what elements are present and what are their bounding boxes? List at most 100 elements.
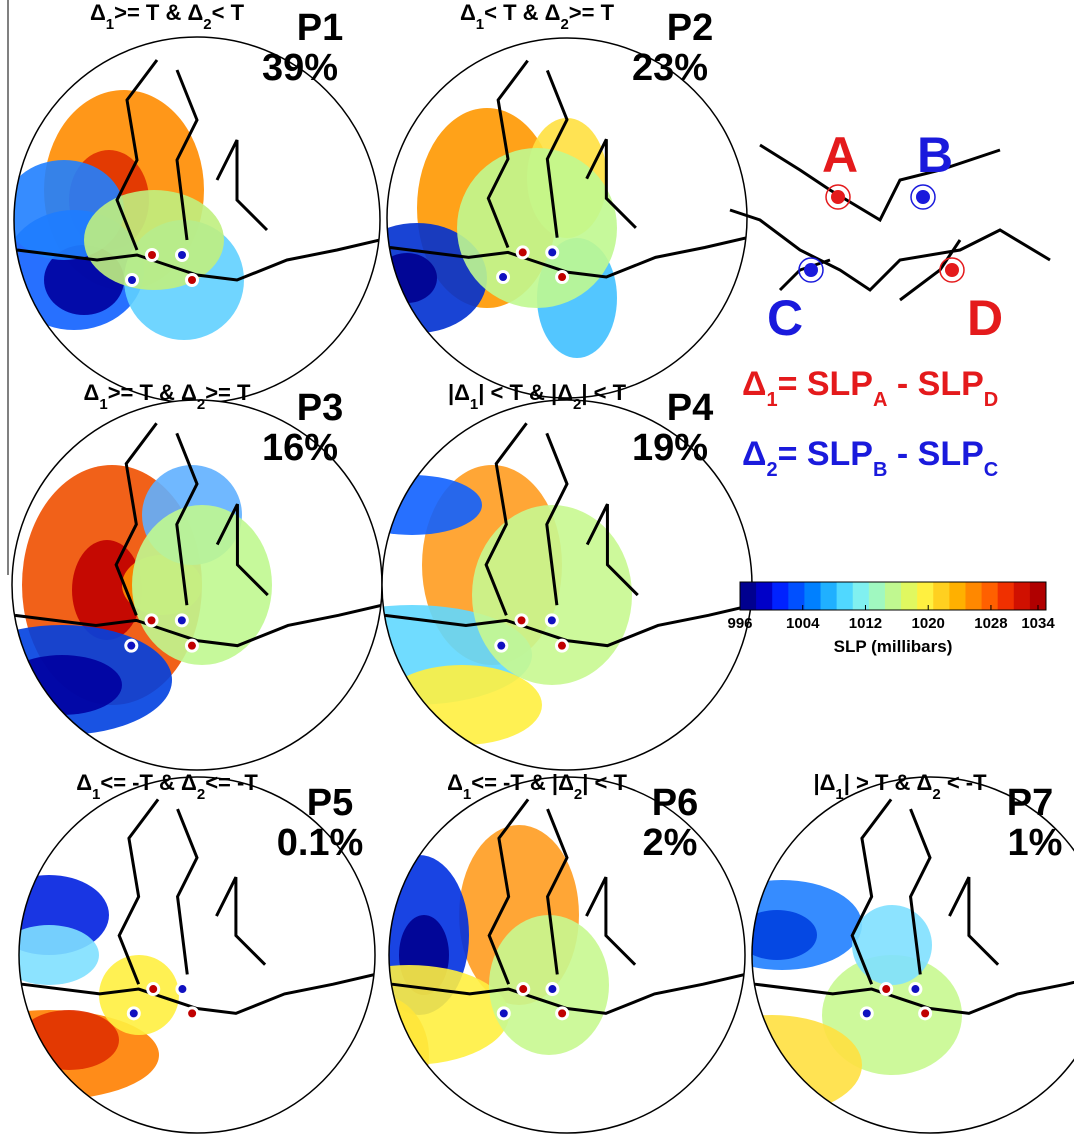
- point-ring: [798, 257, 824, 283]
- condition-part: |Δ: [448, 380, 470, 405]
- point-ring: [939, 257, 965, 283]
- panel-percent: 1%: [1008, 822, 1063, 864]
- slp-field: [12, 655, 122, 715]
- condition-part: < T: [212, 0, 245, 25]
- panel-condition: Δ1< T & Δ2>= T: [460, 0, 615, 33]
- slp-field: [389, 965, 509, 1065]
- condition-part: 1: [835, 786, 843, 803]
- colorbar-segment: [1029, 582, 1047, 610]
- condition-part: 2: [203, 16, 211, 33]
- station-dot: [862, 1009, 871, 1018]
- station-dot: [519, 985, 528, 994]
- condition-part: Δ: [460, 0, 476, 25]
- map-outline: [388, 776, 746, 1134]
- panel-percent: 39%: [262, 47, 338, 89]
- station-dot: [187, 641, 196, 650]
- equation-part: Δ: [742, 365, 766, 403]
- condition-part: Δ: [76, 770, 92, 795]
- colorbar-tick-label: 996: [727, 615, 752, 632]
- condition-part: <= -T & |Δ: [471, 770, 574, 795]
- equation: Δ2= SLPB - SLPC: [742, 435, 998, 481]
- condition-part: < T & Δ: [484, 0, 560, 25]
- condition-part: | < T & |Δ: [478, 380, 573, 405]
- condition-part: 1: [463, 786, 471, 803]
- slp-field: [72, 540, 142, 640]
- station-dot: [127, 641, 136, 650]
- condition-part: 1: [470, 396, 478, 413]
- condition-part: |Δ: [813, 770, 835, 795]
- panel-percent: 23%: [632, 47, 708, 89]
- colorbar-segment: [820, 582, 838, 610]
- colorbar-segment: [997, 582, 1015, 610]
- condition-part: >= T: [205, 380, 251, 405]
- point-label: A: [822, 127, 858, 183]
- condition-part: 2: [932, 786, 940, 803]
- station-dot: [499, 1009, 508, 1018]
- station-dot: [148, 251, 156, 259]
- panel-condition: Δ1<= -T & |Δ2| < T: [447, 770, 627, 803]
- point-label: D: [967, 290, 1003, 346]
- colorbar-segment: [836, 582, 854, 610]
- station-dot: [149, 985, 158, 994]
- map-outline: [751, 776, 1074, 1134]
- slp-field: [472, 505, 632, 685]
- colorbar-segment: [852, 582, 870, 610]
- colorbar-segment: [804, 582, 822, 610]
- station-dot: [548, 985, 557, 994]
- colorbar-segment: [965, 582, 983, 610]
- condition-part: | > T & Δ: [844, 770, 933, 795]
- panel-label: P6: [652, 782, 698, 824]
- legend-coast: [729, 143, 1051, 302]
- colorbar-segment: [1013, 582, 1031, 610]
- colorbar-segment: [756, 582, 773, 610]
- station-dot: [921, 1009, 930, 1018]
- station-dot: [548, 248, 557, 257]
- station-dot: [558, 273, 567, 282]
- equation: Δ1= SLPA - SLPD: [742, 365, 998, 411]
- condition-part: 2: [574, 786, 582, 803]
- equation-part: - SLP: [887, 435, 983, 473]
- colorbar-segment: [981, 582, 999, 610]
- equation-part: D: [984, 389, 998, 411]
- condition-part: 1: [106, 16, 114, 33]
- station-dot: [129, 1009, 138, 1018]
- equation-part: C: [984, 459, 998, 481]
- panel-percent: 16%: [262, 427, 338, 469]
- condition-part: | < T: [581, 380, 626, 405]
- condition-part: 1: [99, 396, 107, 413]
- station-dot: [911, 985, 920, 994]
- station-dot: [558, 1009, 567, 1018]
- equation-part: Δ: [742, 435, 766, 473]
- map-panel: [19, 777, 375, 1133]
- point-label: C: [767, 290, 803, 346]
- station-dot: [178, 251, 186, 259]
- slp-field: [852, 905, 932, 985]
- map-panel: [382, 400, 752, 770]
- colorbar-segment: [868, 582, 886, 610]
- slp-field: [84, 190, 224, 290]
- slp-field: [387, 253, 437, 303]
- station-dot: [499, 273, 508, 282]
- map-panel: [12, 400, 382, 770]
- equation-part: = SLP: [778, 365, 873, 403]
- coastline: [384, 422, 752, 648]
- station-dot: [188, 276, 196, 284]
- condition-part: >= T & Δ: [108, 380, 197, 405]
- colorbar-tick-label: 1012: [849, 615, 882, 632]
- station-dot: [147, 616, 156, 625]
- map-outline: [386, 37, 748, 399]
- point-dot: [831, 190, 845, 204]
- condition-part: Δ: [447, 770, 463, 795]
- condition-part: 2: [197, 786, 205, 803]
- equation-part: A: [873, 389, 887, 411]
- panel-percent: 19%: [632, 427, 708, 469]
- panel-label: P5: [307, 782, 353, 824]
- panel-percent: 2%: [643, 822, 698, 864]
- slp-field: [19, 925, 99, 985]
- panel-label: P3: [297, 387, 343, 429]
- colorbar-segment: [917, 582, 934, 610]
- coastline: [14, 422, 382, 648]
- slp-field: [19, 1010, 119, 1070]
- condition-part: 2: [197, 396, 205, 413]
- point-dot: [804, 263, 818, 277]
